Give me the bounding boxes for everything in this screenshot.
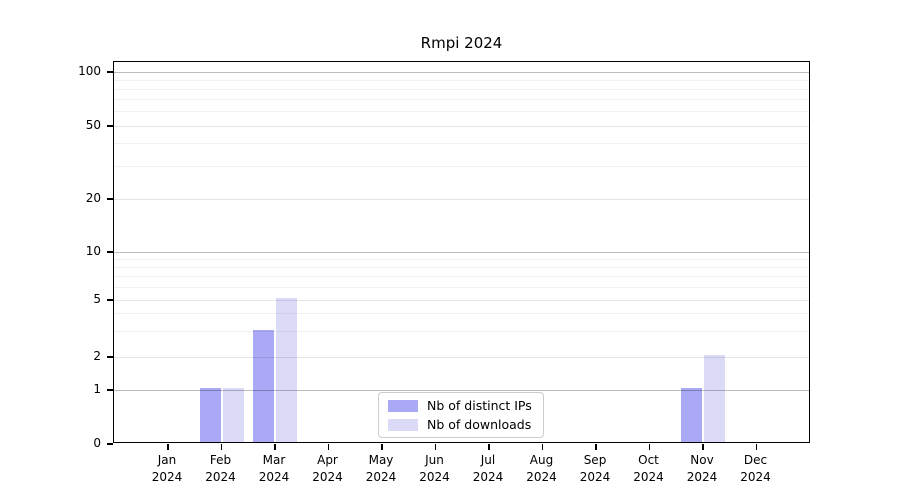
y-tick-mark-10 — [107, 251, 113, 253]
gridline-y-100 — [114, 71, 809, 73]
gridline-y-60 — [114, 111, 809, 113]
x-tick-label-jul: Jul 2024 — [472, 453, 504, 484]
y-tick-label-2: 2 — [93, 349, 101, 363]
bar-downloads-mar — [276, 298, 297, 442]
legend: Nb of distinct IPs Nb of downloads — [378, 392, 544, 438]
x-tick-mark-feb — [220, 444, 223, 450]
legend-item-downloads: Nb of downloads — [388, 417, 543, 432]
y-tick-label-0: 0 — [93, 436, 101, 450]
x-tick-mark-jul — [488, 444, 490, 450]
gridline-y-30 — [114, 166, 809, 168]
y-tick-mark-100 — [107, 71, 113, 73]
x-tick-mark-nov — [702, 444, 704, 450]
x-tick-mark-jan — [167, 444, 169, 450]
y-tick-label-1: 1 — [93, 382, 101, 396]
chart-title: Rmpi 2024 — [420, 34, 503, 52]
gridline-y-4 — [114, 313, 809, 315]
y-tick-mark-5 — [107, 299, 113, 301]
y-tick-mark-0 — [107, 443, 113, 445]
bar-downloads-nov — [704, 355, 725, 442]
gridline-y-5 — [114, 299, 809, 301]
x-tick-mark-dec — [755, 444, 758, 450]
gridline-y-10 — [114, 251, 809, 253]
x-tick-label-may: May 2024 — [365, 453, 397, 484]
x-tick-label-sep: Sep 2024 — [579, 453, 611, 484]
bar-distinct-ips-feb — [199, 388, 221, 442]
bar-downloads-feb — [222, 388, 244, 442]
legend-item-distinct-ips: Nb of distinct IPs — [388, 398, 543, 413]
legend-label: Nb of downloads — [427, 417, 532, 432]
x-tick-mark-jun — [434, 444, 437, 450]
x-tick-label-dec: Dec 2024 — [740, 453, 771, 484]
gridline-y-6 — [114, 286, 809, 288]
legend-swatch-icon — [388, 418, 418, 431]
gridline-y-8 — [114, 266, 809, 268]
gridline-y-1 — [114, 389, 809, 391]
x-tick-label-mar: Mar 2024 — [258, 453, 290, 484]
y-tick-label-50: 50 — [85, 118, 101, 132]
y-tick-mark-20 — [107, 198, 113, 200]
gridline-y-70 — [114, 99, 809, 101]
bar-distinct-ips-nov — [681, 388, 702, 442]
x-tick-mark-sep — [595, 444, 597, 450]
x-tick-mark-may — [381, 444, 383, 450]
legend-label: Nb of distinct IPs — [427, 398, 532, 413]
gridline-y-90 — [114, 79, 809, 81]
x-tick-mark-mar — [274, 444, 276, 450]
y-tick-label-5: 5 — [93, 292, 101, 306]
x-tick-mark-apr — [327, 444, 330, 450]
y-tick-label-10: 10 — [85, 244, 101, 258]
x-tick-mark-oct — [648, 444, 651, 450]
bar-distinct-ips-mar — [253, 329, 274, 442]
x-tick-label-aug: Aug 2024 — [526, 453, 557, 484]
gridline-y-50 — [114, 125, 809, 127]
x-tick-label-oct: Oct 2024 — [633, 453, 664, 484]
gridline-y-20 — [114, 198, 809, 200]
legend-swatch-icon — [388, 399, 418, 412]
x-tick-label-jun: Jun 2024 — [419, 453, 450, 484]
x-tick-label-jan: Jan 2024 — [151, 453, 183, 484]
gridline-y-7 — [114, 276, 809, 278]
x-tick-label-feb: Feb 2024 — [205, 453, 236, 484]
gridline-y-9 — [114, 258, 809, 260]
y-tick-mark-2 — [107, 356, 113, 358]
x-tick-label-apr: Apr 2024 — [312, 453, 343, 484]
y-tick-mark-50 — [107, 125, 113, 127]
x-tick-label-nov: Nov 2024 — [686, 453, 718, 484]
gridline-y-2 — [114, 356, 809, 358]
gridline-y-40 — [114, 143, 809, 145]
gridline-y-80 — [114, 88, 809, 90]
y-tick-mark-1 — [107, 389, 113, 391]
y-tick-label-20: 20 — [85, 191, 101, 205]
plot-area: Nb of distinct IPs Nb of downloads — [107, 61, 810, 450]
y-tick-label-100: 100 — [78, 64, 101, 78]
x-tick-mark-aug — [541, 444, 544, 450]
gridline-y-3 — [114, 331, 809, 333]
